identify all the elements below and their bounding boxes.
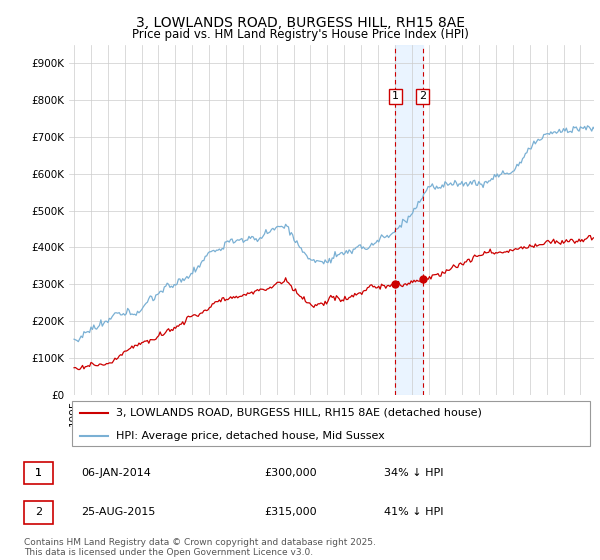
Bar: [395, 45, 422, 395]
Text: 3, LOWLANDS ROAD, BURGESS HILL, RH15 8AE (detached house): 3, LOWLANDS ROAD, BURGESS HILL, RH15 8AE…: [116, 408, 482, 418]
Text: 1: 1: [35, 468, 42, 478]
Text: 34% ↓ HPI: 34% ↓ HPI: [384, 468, 443, 478]
Text: 3, LOWLANDS ROAD, BURGESS HILL, RH15 8AE: 3, LOWLANDS ROAD, BURGESS HILL, RH15 8AE: [136, 16, 464, 30]
Text: 1: 1: [35, 468, 42, 478]
Text: Contains HM Land Registry data © Crown copyright and database right 2025.
This d: Contains HM Land Registry data © Crown c…: [24, 538, 376, 557]
Text: 1: 1: [392, 91, 399, 101]
Text: Price paid vs. HM Land Registry's House Price Index (HPI): Price paid vs. HM Land Registry's House …: [131, 28, 469, 41]
Text: 2: 2: [35, 507, 42, 517]
Text: 06-JAN-2014: 06-JAN-2014: [81, 468, 151, 478]
FancyBboxPatch shape: [71, 401, 590, 446]
Text: £300,000: £300,000: [264, 468, 317, 478]
Text: 41% ↓ HPI: 41% ↓ HPI: [384, 507, 443, 517]
Text: 2: 2: [419, 91, 426, 101]
Text: 25-AUG-2015: 25-AUG-2015: [81, 507, 155, 517]
Text: £315,000: £315,000: [264, 507, 317, 517]
Text: HPI: Average price, detached house, Mid Sussex: HPI: Average price, detached house, Mid …: [116, 431, 385, 441]
